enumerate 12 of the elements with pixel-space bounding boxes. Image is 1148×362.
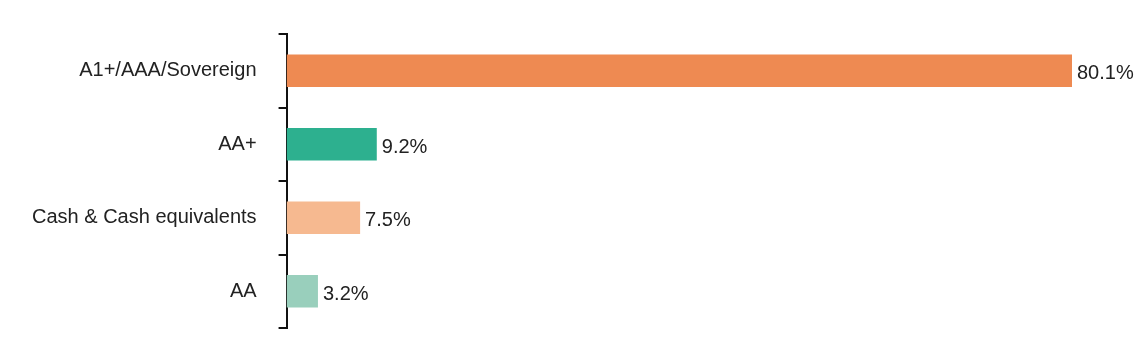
data-label: 3.2% bbox=[322, 281, 369, 304]
bar bbox=[286, 128, 377, 161]
data-label: 9.2% bbox=[381, 134, 428, 157]
data-label: 7.5% bbox=[365, 208, 411, 231]
y-tick-label: AA+ bbox=[218, 131, 257, 154]
bar bbox=[286, 54, 1072, 87]
y-tick-label: A1+/AAA/Sovereign bbox=[79, 58, 257, 81]
data-label: 80.1% bbox=[1077, 61, 1134, 84]
bar bbox=[286, 201, 361, 234]
y-tick-label: Cash & Cash equivalents bbox=[31, 205, 257, 228]
bar bbox=[286, 275, 318, 308]
y-tick-label: AA bbox=[229, 278, 258, 301]
